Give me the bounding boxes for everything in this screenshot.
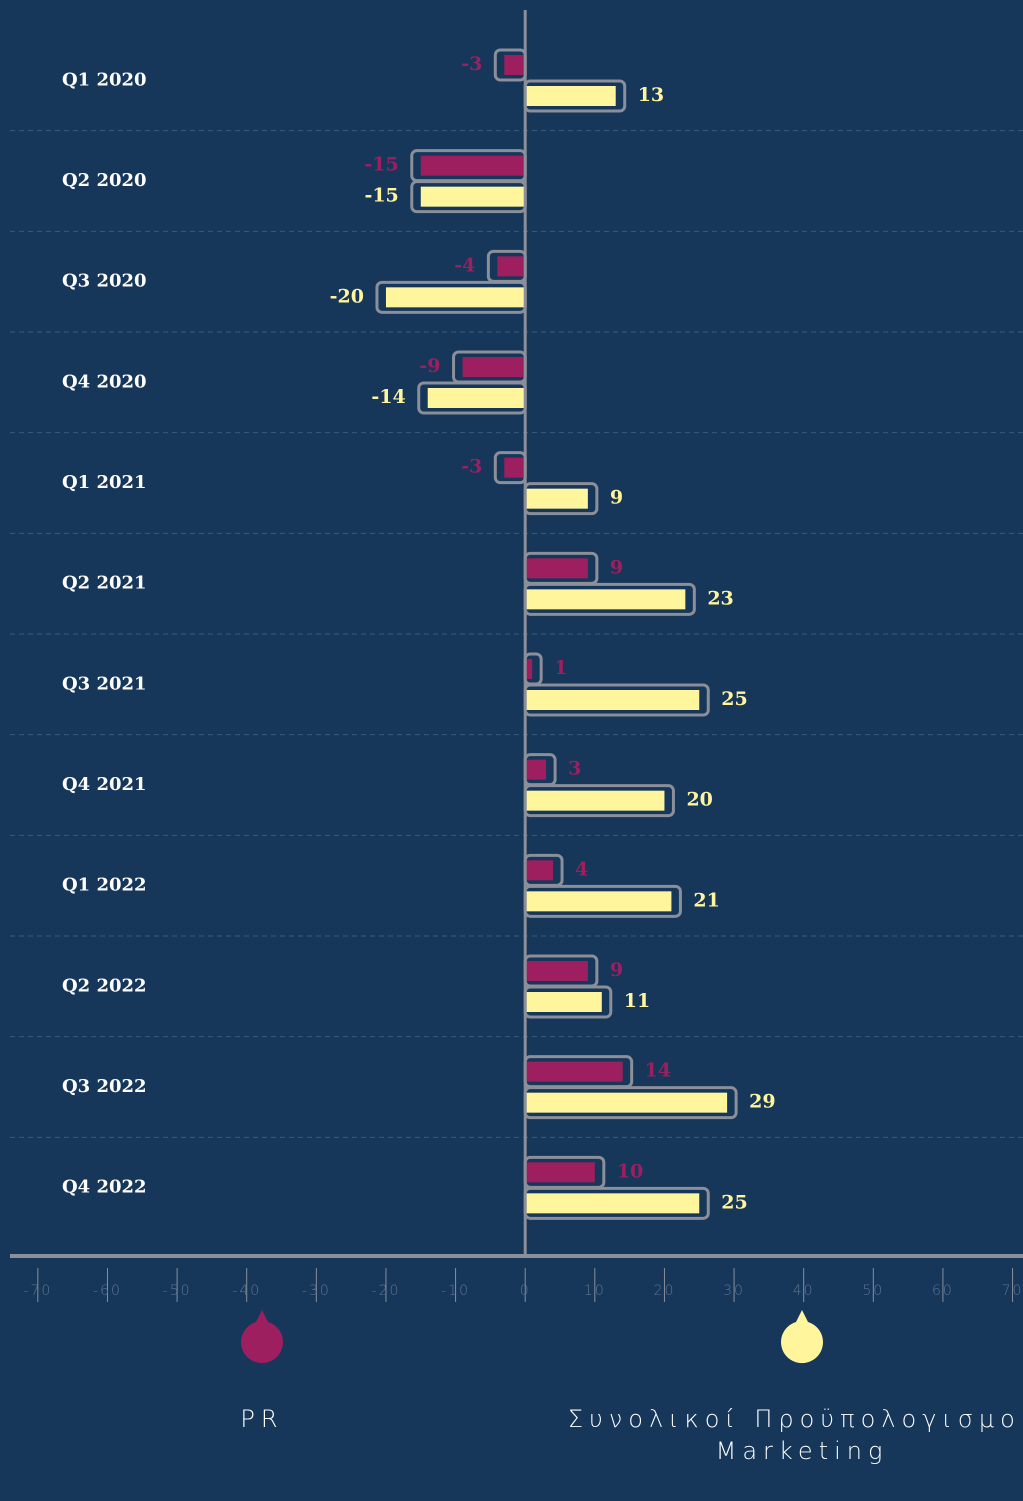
data-label: -9 bbox=[419, 355, 440, 377]
data-label: 13 bbox=[638, 84, 664, 106]
bar bbox=[525, 860, 554, 881]
bar bbox=[420, 186, 526, 207]
bar bbox=[504, 55, 526, 75]
x-tick-label: -40 bbox=[232, 1283, 261, 1299]
x-tick-label: -70 bbox=[23, 1283, 52, 1299]
bar bbox=[525, 1061, 623, 1082]
x-tick-label: 60 bbox=[932, 1283, 954, 1299]
bar bbox=[525, 86, 616, 106]
bar bbox=[504, 457, 526, 478]
x-tick-label: -30 bbox=[302, 1283, 331, 1299]
y-tick-label: Q4 2021 bbox=[62, 774, 147, 795]
bar bbox=[525, 1092, 728, 1113]
data-label: 23 bbox=[707, 587, 733, 609]
legend-label: PR bbox=[240, 1405, 284, 1433]
data-label: 20 bbox=[686, 789, 712, 811]
bar bbox=[525, 790, 665, 811]
bar bbox=[525, 1162, 595, 1183]
x-tick-label: -10 bbox=[441, 1283, 470, 1299]
data-label: 1 bbox=[554, 657, 567, 679]
y-tick-label: Q3 2021 bbox=[62, 673, 147, 694]
bar bbox=[525, 1193, 700, 1214]
data-label: 10 bbox=[617, 1160, 643, 1182]
data-label: 4 bbox=[575, 858, 588, 880]
legend-marker bbox=[241, 1310, 283, 1364]
data-label: 25 bbox=[721, 688, 747, 710]
bar bbox=[427, 388, 526, 408]
data-label: -20 bbox=[330, 285, 364, 307]
bar bbox=[497, 256, 526, 277]
bar bbox=[420, 155, 526, 176]
bar bbox=[525, 992, 602, 1012]
y-tick-label: Q2 2021 bbox=[62, 573, 147, 594]
data-label: 14 bbox=[645, 1060, 671, 1082]
x-tick-label: 50 bbox=[862, 1283, 884, 1299]
bar bbox=[525, 759, 547, 780]
bar bbox=[525, 690, 700, 710]
bar bbox=[385, 287, 526, 308]
bar bbox=[462, 357, 526, 377]
x-tick-label: 0 bbox=[520, 1283, 531, 1299]
y-tick-label: Q1 2020 bbox=[62, 69, 147, 90]
x-tick-label: 70 bbox=[1002, 1283, 1023, 1299]
data-label: 21 bbox=[693, 889, 719, 911]
x-tick-label: 30 bbox=[723, 1283, 745, 1299]
data-label: 25 bbox=[721, 1191, 747, 1213]
data-label: 11 bbox=[624, 990, 650, 1012]
bar bbox=[525, 961, 588, 981]
bar bbox=[525, 891, 672, 912]
x-tick-label: 10 bbox=[584, 1283, 606, 1299]
data-label: 29 bbox=[749, 1091, 775, 1113]
legend-marker bbox=[780, 1310, 823, 1364]
bar bbox=[525, 659, 533, 679]
x-tick-label: -50 bbox=[163, 1283, 192, 1299]
legend-label: Συνολικοί Προϋπολογισμοί Marketing bbox=[567, 1405, 1023, 1465]
y-tick-label: Q2 2022 bbox=[62, 975, 147, 996]
x-tick-label: -20 bbox=[372, 1283, 401, 1299]
y-tick-label: Q4 2020 bbox=[62, 371, 147, 392]
x-tick-label: 40 bbox=[793, 1283, 815, 1299]
bar bbox=[525, 558, 588, 579]
y-tick-label: Q3 2022 bbox=[62, 1076, 147, 1097]
data-label: -14 bbox=[371, 386, 405, 408]
bar bbox=[525, 488, 588, 509]
y-tick-label: Q3 2020 bbox=[62, 271, 147, 292]
y-tick-label: Q2 2020 bbox=[62, 170, 147, 191]
y-tick-label: Q1 2022 bbox=[62, 875, 147, 896]
data-label: 3 bbox=[568, 758, 581, 780]
x-tick-label: 20 bbox=[654, 1283, 676, 1299]
y-tick-label: Q1 2021 bbox=[62, 472, 147, 493]
data-label: 9 bbox=[610, 959, 623, 981]
data-label: -3 bbox=[461, 456, 482, 478]
data-label: 9 bbox=[610, 487, 623, 509]
x-tick-label: -60 bbox=[93, 1283, 122, 1299]
bar bbox=[525, 589, 686, 610]
data-label: -15 bbox=[364, 185, 398, 207]
data-label: -4 bbox=[454, 254, 475, 276]
data-label: 9 bbox=[610, 556, 623, 578]
y-tick-label: Q4 2022 bbox=[62, 1177, 147, 1198]
data-label: -15 bbox=[364, 154, 398, 176]
data-label: -3 bbox=[461, 53, 482, 75]
